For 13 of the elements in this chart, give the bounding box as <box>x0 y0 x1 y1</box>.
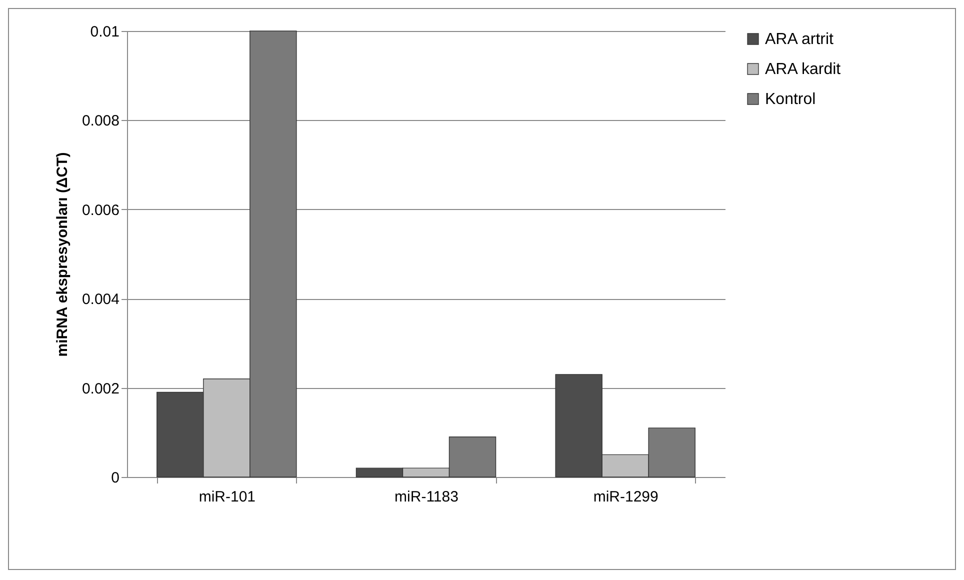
x-tick-label: miR-101 <box>198 488 256 506</box>
legend-label: ARA kardit <box>765 61 842 78</box>
x-tick-label: miR-1299 <box>593 488 658 506</box>
y-tick-label: 0.002 <box>82 380 120 398</box>
y-tick-label: 0.01 <box>90 24 120 40</box>
y-tick-label: 0.008 <box>82 112 120 130</box>
y-axis-title: miRNA ekspresyonları (ΔCT) <box>54 152 71 357</box>
legend-label: Kontrol <box>765 91 816 108</box>
y-tick-label: 0.004 <box>82 291 120 308</box>
y-tick-label: 0 <box>111 470 120 486</box>
legend-label: ARA artrit <box>765 31 834 48</box>
x-tick-label: miR-1183 <box>394 488 458 506</box>
y-tick-label: 0.006 <box>82 202 120 219</box>
